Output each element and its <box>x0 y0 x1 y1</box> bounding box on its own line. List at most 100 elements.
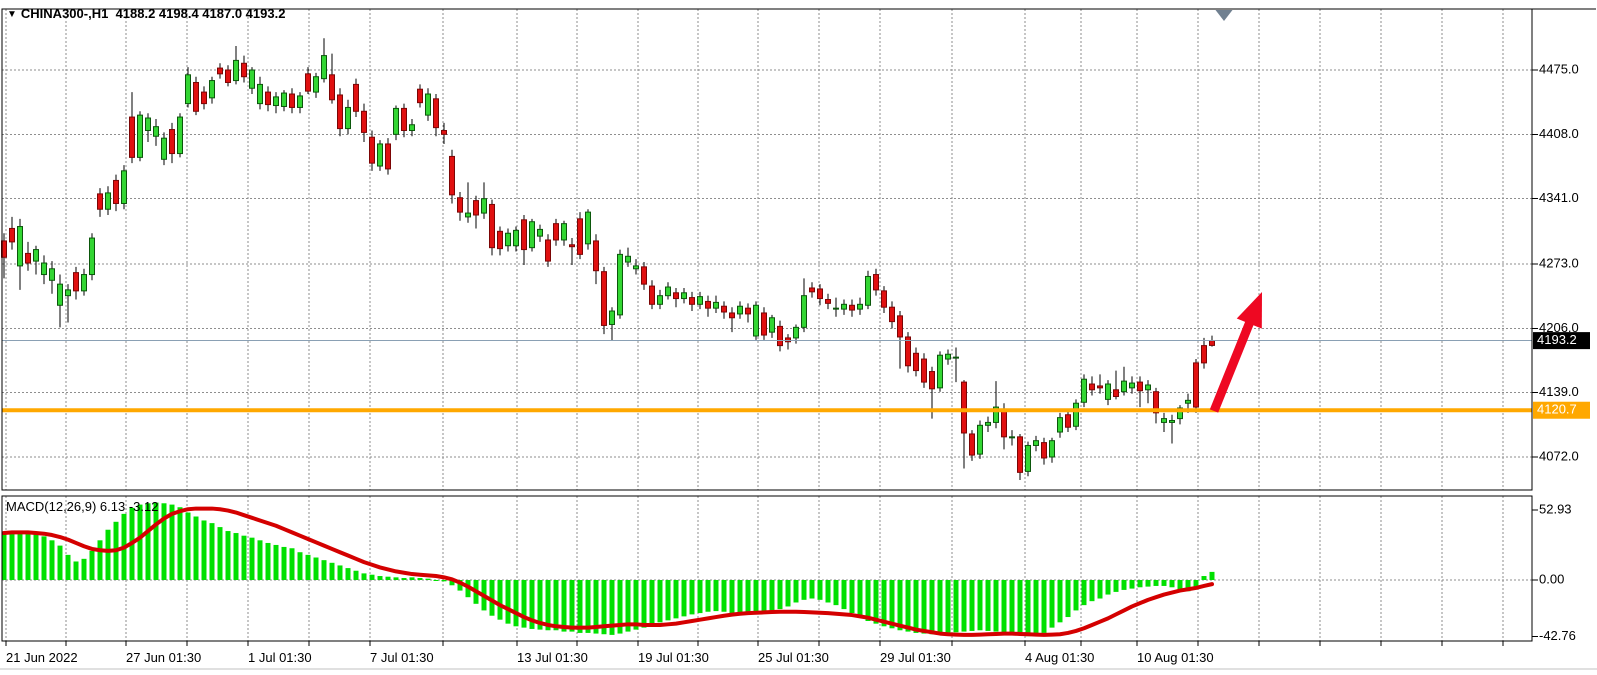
macd-bar <box>1049 580 1055 628</box>
candle-body <box>777 325 783 347</box>
macd-tick-label: 52.93 <box>1539 501 1572 516</box>
price-axis-labels: 4475.0 4408.0 4341.0 4273.0 4206.0 4139.0 4072… <box>1539 61 1579 643</box>
candle-body <box>209 80 215 99</box>
candle-body <box>329 74 335 101</box>
macd-bar <box>913 580 919 633</box>
candle-body <box>417 88 423 104</box>
macd-bar <box>1137 580 1143 588</box>
macd-bar <box>89 550 95 580</box>
candle-body <box>1153 391 1159 414</box>
macd-bar <box>1161 580 1167 586</box>
macd-bar <box>1033 580 1039 635</box>
candle-body <box>401 107 407 131</box>
candle-body <box>97 193 103 210</box>
candle-body <box>681 292 687 300</box>
candle-body <box>873 274 879 291</box>
macd-bar <box>713 580 719 612</box>
candle-body <box>1201 345 1207 364</box>
macd-bar <box>337 565 343 580</box>
macd-bar <box>849 580 855 614</box>
macd-bar <box>457 580 463 591</box>
macd-bar <box>505 580 511 624</box>
candle-body <box>561 223 567 241</box>
candle-body <box>657 295 663 305</box>
macd-bar <box>993 580 999 632</box>
candle-body <box>1041 442 1047 459</box>
trend-arrow[interactable] <box>1209 292 1262 413</box>
macd-bar <box>489 580 495 616</box>
macd-bar <box>1193 580 1199 590</box>
time-tick-label: 29 Jul 01:30 <box>880 650 951 665</box>
candle-body <box>1025 444 1031 472</box>
macd-bar <box>521 580 527 628</box>
candle-body <box>1089 383 1095 391</box>
macd-bar <box>1185 580 1191 592</box>
candle-body <box>601 271 607 326</box>
candle-body <box>1065 414 1071 428</box>
macd-bar <box>249 537 255 580</box>
time-axis-labels: 21 Jun 2022 27 Jun 01:30 1 Jul 01:30 7 Jul … <box>6 650 1214 665</box>
candle-body <box>529 221 535 249</box>
candle-body <box>1129 382 1135 389</box>
macd-bar <box>329 562 335 580</box>
macd-bar <box>857 580 863 618</box>
time-tick-label: 27 Jun 01:30 <box>126 650 201 665</box>
candle-body <box>57 283 63 306</box>
macd-pane-border <box>1 495 1533 642</box>
macd-bar <box>1017 580 1023 636</box>
candle-body <box>905 336 911 367</box>
macd-bar <box>577 580 583 633</box>
macd-bar <box>9 531 15 580</box>
symbol-dropdown-icon[interactable]: ▼ <box>7 9 17 20</box>
macd-bar <box>313 557 319 580</box>
candle-body <box>505 232 511 247</box>
candle-body <box>433 98 439 129</box>
candle-body <box>193 81 199 112</box>
macd-bar <box>953 580 959 633</box>
macd-bar <box>905 580 911 632</box>
candle-body <box>553 223 559 241</box>
time-tick-label: 10 Aug 01:30 <box>1137 650 1214 665</box>
macd-bar <box>697 580 703 614</box>
candle-body <box>465 212 471 218</box>
candle-body <box>241 62 247 78</box>
candle-body <box>377 143 383 167</box>
candle-body <box>617 253 623 316</box>
macd-bar <box>1177 580 1183 590</box>
candle-body <box>569 244 575 248</box>
macd-bar <box>97 540 103 580</box>
candle-body <box>721 305 727 313</box>
candle-body <box>881 290 887 308</box>
level-price-tag: 4120.7 <box>1533 402 1590 419</box>
candle-body <box>65 289 71 297</box>
candle-body <box>1209 340 1215 346</box>
macd-bar <box>761 580 767 614</box>
macd-bar <box>377 576 383 580</box>
candle-body <box>745 307 751 315</box>
macd-bar <box>417 578 423 580</box>
macd-bar <box>25 533 31 580</box>
level-price-tag-bg <box>1533 401 1590 419</box>
candle-body <box>769 317 775 333</box>
candle-body <box>369 136 375 164</box>
candle-body <box>689 297 695 305</box>
candle-body <box>41 262 47 276</box>
candle-body <box>161 137 167 160</box>
candle-body <box>481 198 487 214</box>
macd-bar <box>217 527 223 580</box>
candle-body <box>177 116 183 155</box>
macd-tick-label: 0.00 <box>1539 571 1564 586</box>
scroll-to-end-marker-icon <box>1215 10 1233 21</box>
candle-body <box>761 312 767 336</box>
candle-body <box>737 305 743 315</box>
candle-body <box>1161 418 1167 423</box>
macd-bar <box>753 580 759 615</box>
macd-bar <box>137 504 143 580</box>
macd-bar <box>961 580 967 632</box>
macd-bar <box>601 580 607 635</box>
candle-body <box>793 326 799 339</box>
candle-body <box>705 300 711 309</box>
candle-body <box>1185 399 1191 404</box>
macd-bar <box>553 580 559 631</box>
